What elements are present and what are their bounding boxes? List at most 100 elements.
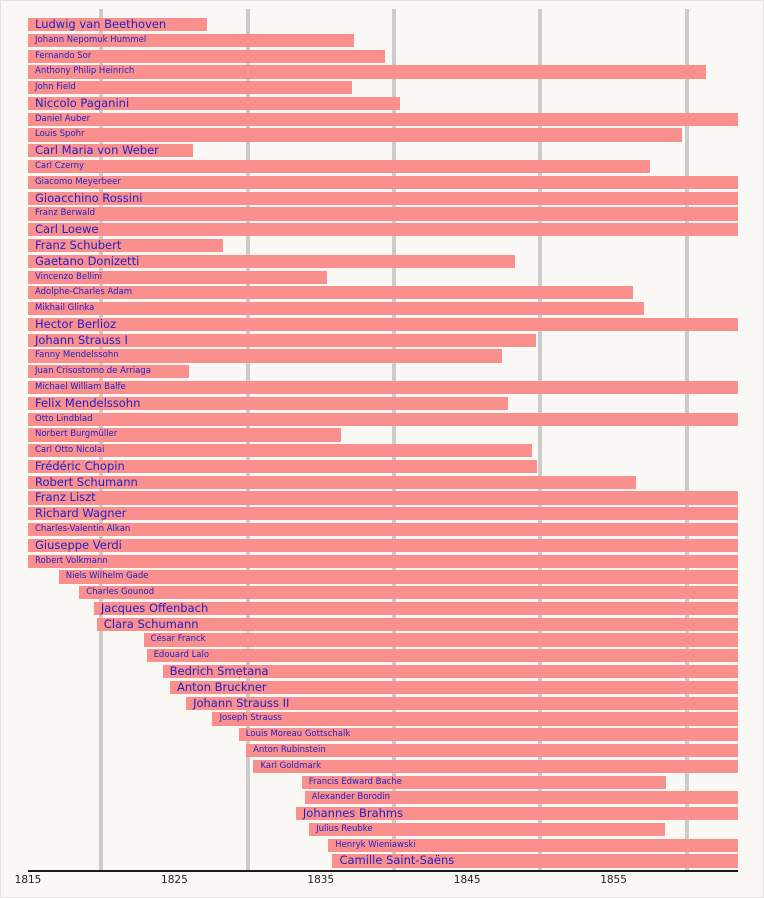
lifespan-bar[interactable]: Johannes Brahms [295, 806, 738, 821]
composer-name: Johann Strauss I [35, 332, 128, 347]
composer-name: Fanny Mendelssohn [35, 350, 119, 361]
composer-row: Robert Schumann [28, 475, 738, 491]
composer-name: Anton Rubinstein [253, 744, 326, 755]
composer-row: Francis Edward Bache [28, 775, 738, 791]
composer-row: Otto Lindblad [28, 412, 738, 428]
lifespan-bar[interactable]: Clara Schumann [96, 616, 738, 631]
lifespan-bar[interactable]: Norbert Burgmüller [28, 428, 342, 442]
composer-row: Juan Crisostomo de Arriaga [28, 364, 738, 380]
composer-name: Jacques Offenbach [100, 600, 209, 615]
lifespan-bar[interactable]: Franz Liszt [28, 490, 738, 505]
lifespan-bar[interactable]: Giacomo Meyerbeer [28, 175, 738, 189]
lifespan-bar[interactable]: Carl Czerny [28, 160, 651, 174]
lifespan-bar[interactable]: Johann Strauss I [28, 332, 536, 347]
composer-row: Franz Schubert [28, 238, 738, 254]
composer-name: Juan Crisostomo de Arriaga [35, 366, 151, 377]
lifespan-bar[interactable]: Anton Bruckner [170, 679, 738, 694]
lifespan-bar[interactable]: Alexander Borodin [304, 791, 738, 805]
lifespan-bar[interactable]: Louis Spohr [28, 128, 683, 142]
lifespan-bar[interactable]: Franz Schubert [28, 237, 223, 253]
lifespan-bar[interactable]: Anthony Philip Heinrich [28, 65, 706, 79]
composer-row: Jacques Offenbach [28, 601, 738, 617]
composer-name: Alexander Borodin [311, 792, 391, 803]
lifespan-bar[interactable]: César Franck [143, 633, 738, 647]
lifespan-bar[interactable]: Ludwig van Beethoven [28, 17, 207, 32]
lifespan-bar[interactable]: Frédéric Chopin [28, 459, 538, 474]
lifespan-bar[interactable]: Julius Reubke [309, 822, 665, 837]
lifespan-bar[interactable]: Carl Otto Nicolai [28, 444, 532, 458]
lifespan-bar[interactable]: Bedrich Smetana [162, 664, 738, 679]
composer-name: Carl Loewe [35, 222, 99, 237]
lifespan-bar[interactable]: Michael William Balfe [28, 380, 738, 395]
composer-name: Carl Czerny [35, 161, 85, 172]
lifespan-bar[interactable]: Giuseppe Verdi [28, 538, 738, 552]
lifespan-bar[interactable]: Hector Berlioz [28, 316, 738, 332]
composer-name: Carl Otto Nicolai [35, 445, 105, 456]
composer-row: Franz Berwald [28, 206, 738, 222]
composer-name: Robert Schumann [35, 474, 138, 489]
lifespan-bar[interactable]: Edouard Lalo [146, 649, 738, 663]
composer-name: Francis Edward Bache [308, 776, 402, 787]
lifespan-bar[interactable]: Joseph Strauss [212, 712, 738, 726]
lifespan-bar[interactable]: Charles Gounod [79, 586, 738, 600]
composer-name: Franz Schubert [35, 237, 122, 252]
lifespan-bar[interactable]: Charles-Valentin Alkan [28, 523, 738, 537]
composer-row: Norbert Burgmüller [28, 427, 738, 443]
lifespan-bar[interactable]: Robert Volkmann [28, 554, 738, 568]
composer-row: Johann Strauss I [28, 333, 738, 349]
lifespan-bar[interactable]: Felix Mendelssohn [28, 396, 509, 410]
composer-name: Hector Berlioz [35, 316, 117, 331]
lifespan-bar[interactable]: Karl Goldmark [253, 759, 738, 773]
lifespan-bar[interactable]: Vincenzo Bellini [28, 270, 327, 284]
composer-row: Richard Wagner [28, 506, 738, 522]
composer-row: Felix Mendelssohn [28, 396, 738, 412]
lifespan-bar[interactable]: Johann Nepomuk Hummel [28, 33, 355, 47]
composer-name: Anton Bruckner [177, 679, 267, 694]
lifespan-bar[interactable]: Fanny Mendelssohn [28, 349, 503, 363]
lifespan-bar[interactable]: Francis Edward Bache [301, 775, 667, 789]
lifespan-bar[interactable]: Louis Moreau Gottschalk [238, 728, 738, 742]
composer-name: Fernando Sor [35, 50, 92, 61]
x-axis-line [28, 870, 738, 872]
composer-row: Carl Maria von Weber [28, 143, 738, 159]
axis-tick-label: 1835 [307, 874, 335, 886]
gridline [391, 9, 396, 870]
composer-row: Johannes Brahms [28, 806, 738, 822]
lifespan-bar[interactable]: Gioacchino Rossini [28, 191, 738, 205]
composer-row: Carl Otto Nicolai [28, 443, 738, 459]
lifespan-bar[interactable]: Franz Berwald [28, 207, 738, 221]
lifespan-bar[interactable]: Gaetano Donizetti [28, 254, 516, 268]
lifespan-bar[interactable]: Niccolo Paganini [28, 96, 400, 111]
composer-row: Ludwig van Beethoven [28, 17, 738, 33]
composer-name: Henryk Wieniawski [335, 839, 416, 850]
lifespan-bar[interactable]: Carl Loewe [28, 222, 738, 237]
lifespan-bar[interactable]: Carl Maria von Weber [28, 143, 194, 158]
lifespan-bar[interactable]: Anton Rubinstein [246, 743, 738, 758]
timeline-plot-area: Ludwig van Beethoven Johann Nepomuk Humm… [28, 9, 738, 870]
composer-name: Michael William Balfe [35, 381, 126, 392]
lifespan-bar[interactable]: Niels Wilhelm Gade [58, 570, 738, 584]
lifespan-bar[interactable]: Juan Crisostomo de Arriaga [28, 365, 190, 379]
lifespan-bar[interactable]: John Field [28, 81, 352, 95]
composer-row: Fernando Sor [28, 49, 738, 65]
lifespan-bar[interactable]: Johann Strauss II [186, 696, 738, 710]
composer-name: Norbert Burgmüller [35, 429, 118, 440]
lifespan-bar[interactable]: Adolphe-Charles Adam [28, 286, 633, 300]
composer-row: Adolphe-Charles Adam [28, 285, 738, 301]
lifespan-bar[interactable]: Daniel Auber [28, 112, 738, 126]
lifespan-bar[interactable]: Richard Wagner [28, 506, 738, 521]
axis-tick-label: 1855 [600, 874, 627, 886]
composer-name: Mikhail Glinka [35, 303, 95, 314]
lifespan-bar[interactable]: Camille Saint-Saëns [332, 853, 738, 868]
composer-name: Clara Schumann [103, 616, 199, 631]
lifespan-bar[interactable]: Fernando Sor [28, 49, 386, 63]
lifespan-bar[interactable]: Robert Schumann [28, 474, 636, 489]
lifespan-bar[interactable]: Henryk Wieniawski [328, 838, 738, 852]
composer-row: Johann Strauss II [28, 696, 738, 712]
lifespan-bar[interactable]: Jacques Offenbach [93, 600, 738, 616]
lifespan-bar[interactable]: Mikhail Glinka [28, 302, 645, 316]
lifespan-bar[interactable]: Otto Lindblad [28, 412, 738, 426]
composer-row: Daniel Auber [28, 112, 738, 128]
composer-name: Franz Liszt [35, 490, 96, 505]
